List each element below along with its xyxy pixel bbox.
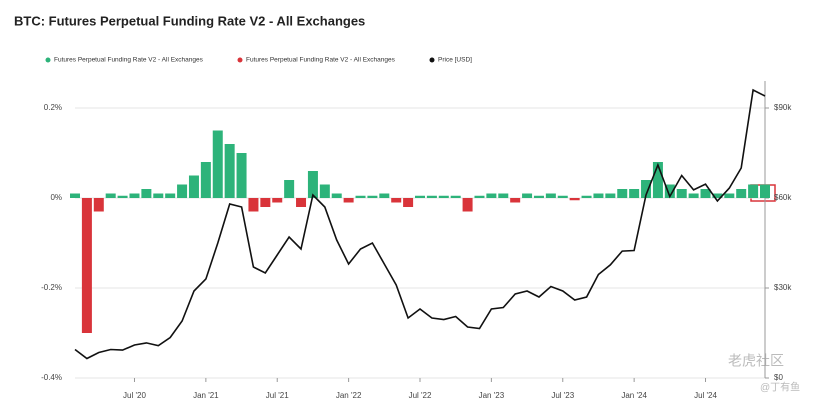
funding-bar xyxy=(93,198,104,212)
funding-bar xyxy=(486,193,497,198)
x-tick-label: Jul '24 xyxy=(694,391,717,400)
x-tick-label: Jul '23 xyxy=(551,391,574,400)
funding-bar xyxy=(236,153,247,198)
y-tick-label: 0.2% xyxy=(44,103,62,112)
funding-bar xyxy=(736,189,747,198)
funding-bar xyxy=(581,195,592,198)
funding-bar xyxy=(438,195,449,198)
funding-bar xyxy=(426,195,437,198)
funding-bar xyxy=(450,195,461,198)
funding-bar xyxy=(569,198,580,201)
funding-bar xyxy=(415,195,425,198)
funding-bar xyxy=(165,193,176,198)
funding-bar xyxy=(81,198,92,333)
funding-bar xyxy=(129,193,140,198)
funding-bar xyxy=(117,195,128,198)
funding-bar xyxy=(593,193,604,198)
funding-bar xyxy=(617,189,628,198)
funding-bar xyxy=(260,198,271,207)
funding-bar xyxy=(533,195,544,198)
funding-bar xyxy=(403,198,414,207)
legend-label: Futures Perpetual Funding Rate V2 - All … xyxy=(54,57,204,64)
funding-bar xyxy=(224,144,235,198)
x-tick-label: Jul '20 xyxy=(123,391,146,400)
funding-bar xyxy=(688,193,699,198)
funding-bar xyxy=(284,180,295,198)
funding-bar xyxy=(331,193,342,198)
x-tick-label: Jan '23 xyxy=(479,391,505,400)
funding-bar xyxy=(652,162,663,198)
funding-bar xyxy=(188,175,199,198)
funding-bar xyxy=(700,189,711,198)
funding-bar xyxy=(474,195,485,198)
funding-bar xyxy=(212,130,223,198)
y-tick-label: -0.2% xyxy=(41,283,62,292)
funding-bar xyxy=(70,193,80,198)
funding-bar xyxy=(712,193,723,198)
funding-bar xyxy=(724,193,735,198)
funding-bar xyxy=(557,195,568,198)
funding-bar xyxy=(319,184,330,198)
funding-bar xyxy=(272,198,283,203)
funding-bar xyxy=(200,162,211,198)
funding-bar xyxy=(379,193,390,198)
x-tick-label: Jul '22 xyxy=(409,391,432,400)
legend-swatch xyxy=(429,57,435,63)
funding-bar xyxy=(522,193,533,198)
x-tick-label: Jan '22 xyxy=(336,391,362,400)
funding-bar xyxy=(629,189,640,198)
funding-bar xyxy=(664,184,675,198)
x-tick-label: Jul '21 xyxy=(266,391,289,400)
funding-bar xyxy=(510,198,521,203)
watermark: @丁有鱼 xyxy=(760,381,800,394)
y2-tick-label: $90k xyxy=(774,103,792,112)
chart-title: BTC: Futures Perpetual Funding Rate V2 -… xyxy=(14,13,365,28)
funding-bar xyxy=(462,198,473,212)
funding-bar xyxy=(105,193,116,198)
price-line xyxy=(74,88,766,360)
funding-bar xyxy=(177,184,188,198)
y2-tick-label: $60k xyxy=(774,193,792,202)
x-tick-label: Jan '24 xyxy=(621,391,647,400)
funding-bar xyxy=(307,171,318,198)
funding-bar xyxy=(391,198,402,203)
y2-tick-label: $30k xyxy=(774,283,792,292)
funding-bar xyxy=(641,180,652,198)
legend-label: Futures Perpetual Funding Rate V2 - All … xyxy=(246,57,396,64)
funding-bar xyxy=(367,195,378,198)
funding-bar xyxy=(498,193,509,198)
funding-bar xyxy=(355,195,366,198)
y-tick-label: -0.4% xyxy=(41,373,62,382)
funding-bar xyxy=(748,184,759,198)
legend-swatch xyxy=(237,57,243,63)
legend-swatch xyxy=(45,57,51,63)
funding-bar xyxy=(760,184,770,198)
y-tick-label: 0% xyxy=(50,193,62,202)
funding-bar xyxy=(343,198,354,203)
funding-bar xyxy=(545,193,556,198)
watermark: 老虎社区 xyxy=(728,353,784,369)
funding-bar xyxy=(605,193,616,198)
legend-label: Price [USD] xyxy=(438,57,472,64)
funding-bar xyxy=(153,193,164,198)
funding-bar xyxy=(296,198,307,207)
funding-bar xyxy=(248,198,259,212)
y2-tick-label: $0 xyxy=(774,373,783,382)
funding-bar xyxy=(141,189,152,198)
funding-bar xyxy=(676,189,687,198)
x-tick-label: Jan '21 xyxy=(193,391,219,400)
